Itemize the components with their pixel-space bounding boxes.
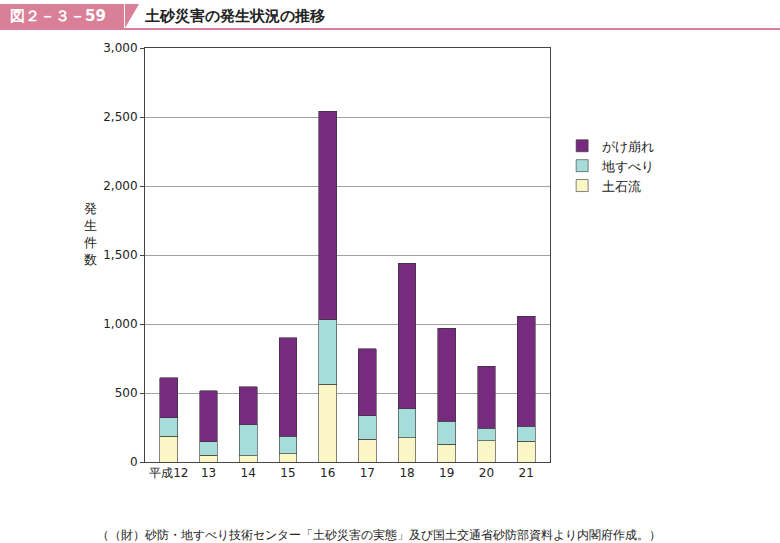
svg-text:0: 0 bbox=[130, 455, 138, 469]
html-text:図２－３－59: 図２－３－59 bbox=[10, 7, 106, 25]
svg-text:2,000: 2,000 bbox=[103, 179, 137, 193]
svg-text:20: 20 bbox=[479, 466, 494, 480]
svg-text:がけ崩れ: がけ崩れ bbox=[602, 139, 654, 154]
html-text:土砂災害の発生状況の推移: 土砂災害の発生状況の推移 bbox=[145, 7, 325, 25]
svg-text:平成12: 平成12 bbox=[149, 466, 188, 480]
svg-text:13: 13 bbox=[201, 466, 216, 480]
svg-text:3,000: 3,000 bbox=[103, 41, 137, 55]
svg-text:1,500: 1,500 bbox=[103, 248, 137, 262]
svg-text:15: 15 bbox=[280, 466, 295, 480]
svg-text:地すべり: 地すべり bbox=[601, 159, 654, 174]
svg-text:土石流: 土石流 bbox=[602, 179, 641, 194]
svg-text:500: 500 bbox=[115, 386, 138, 400]
svg-text:19: 19 bbox=[439, 466, 454, 480]
svg-text:17: 17 bbox=[360, 466, 375, 480]
svg-text:18: 18 bbox=[399, 466, 414, 480]
svg-text:1,000: 1,000 bbox=[103, 317, 137, 331]
svg-text:14: 14 bbox=[241, 466, 256, 480]
svg-text:（（財）砂防・地すべり技術センター「土砂災害の実態」及び国土: （（財）砂防・地すべり技術センター「土砂災害の実態」及び国土交通省砂防部資料より… bbox=[97, 528, 661, 542]
svg-text:21: 21 bbox=[519, 466, 534, 480]
svg-text:2,500: 2,500 bbox=[103, 110, 137, 124]
svg-text:16: 16 bbox=[320, 466, 335, 480]
svg-text:発生件数: 発生件数 bbox=[84, 201, 97, 267]
